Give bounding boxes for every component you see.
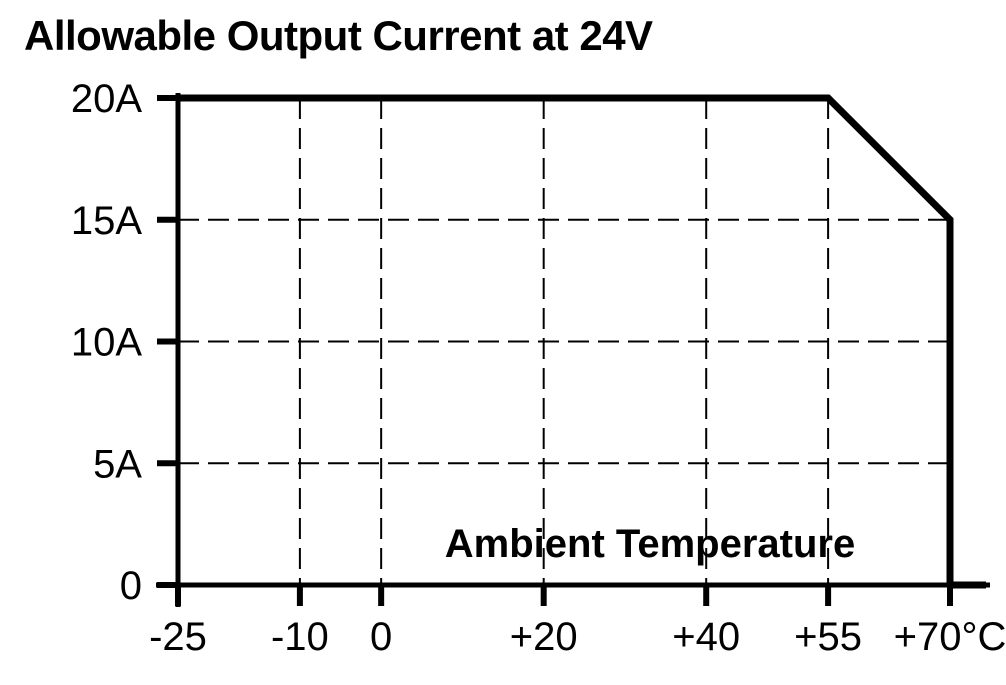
x-tick-label: -10 bbox=[271, 615, 329, 659]
series-allowable-output-current bbox=[178, 94, 954, 585]
x-tick-label: 0 bbox=[370, 615, 392, 659]
x-tick-label: +55 bbox=[794, 615, 862, 659]
y-tick-label: 20A bbox=[71, 77, 142, 121]
x-tick-label: +40 bbox=[672, 615, 740, 659]
x-tick-label: -25 bbox=[149, 615, 207, 659]
chart-title: Allowable Output Current at 24V bbox=[24, 12, 653, 59]
y-tick-label: 5A bbox=[93, 442, 142, 486]
y-tick-label: 15A bbox=[71, 199, 142, 243]
y-tick-label: 0 bbox=[120, 564, 142, 608]
y-tick-label: 10A bbox=[71, 321, 142, 365]
x-tick-label: +20 bbox=[510, 615, 578, 659]
x-axis-label: Ambient Temperature bbox=[444, 522, 856, 566]
x-tick-label: +70°C bbox=[894, 615, 1006, 659]
